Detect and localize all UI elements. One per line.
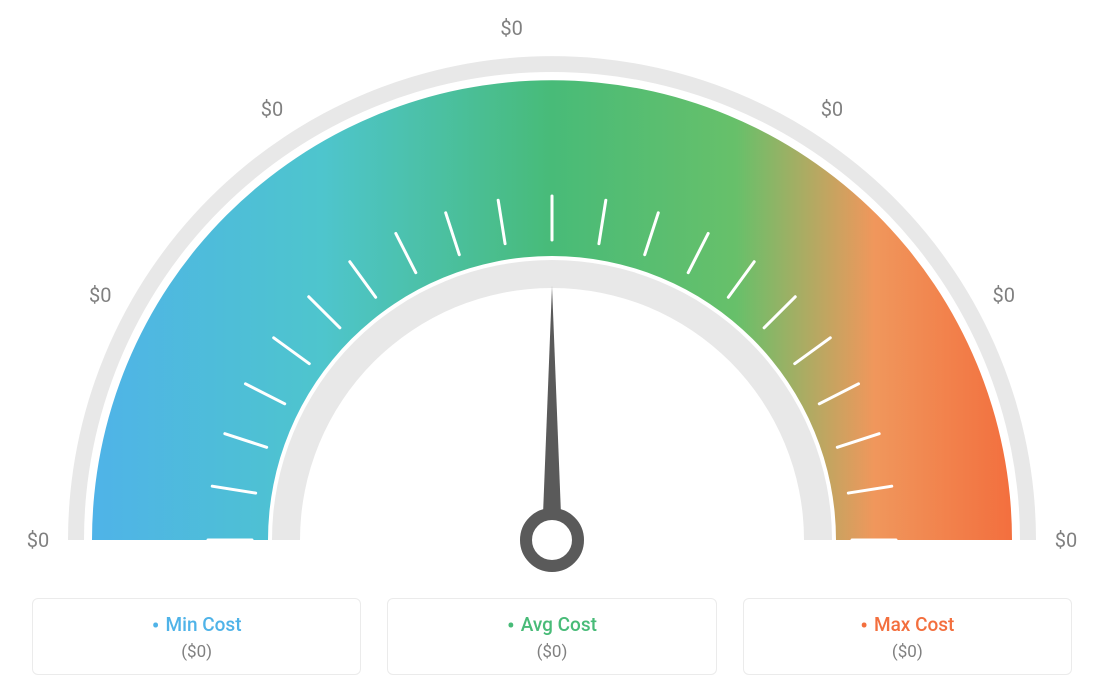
scale-label: $0 [1055,528,1077,552]
legend-value-avg: ($0) [398,642,705,662]
scale-label: $0 [992,283,1014,307]
legend-card-min: Min Cost ($0) [32,598,361,675]
legend-row: Min Cost ($0) Avg Cost ($0) Max Cost ($0… [32,598,1072,675]
scale-label: $0 [821,97,843,121]
gauge-svg [0,0,1104,580]
legend-title-avg: Avg Cost [398,613,705,636]
legend-title-min: Min Cost [43,613,350,636]
scale-label: $0 [500,16,522,40]
legend-card-avg: Avg Cost ($0) [387,598,716,675]
scale-label: $0 [27,528,49,552]
legend-card-max: Max Cost ($0) [743,598,1072,675]
gauge-chart: $0 $0 $0 $0 $0 $0 $0 [0,0,1104,580]
legend-title-max: Max Cost [754,613,1061,636]
scale-label: $0 [261,97,283,121]
legend-value-min: ($0) [43,642,350,662]
scale-label: $0 [89,283,111,307]
legend-value-max: ($0) [754,642,1061,662]
